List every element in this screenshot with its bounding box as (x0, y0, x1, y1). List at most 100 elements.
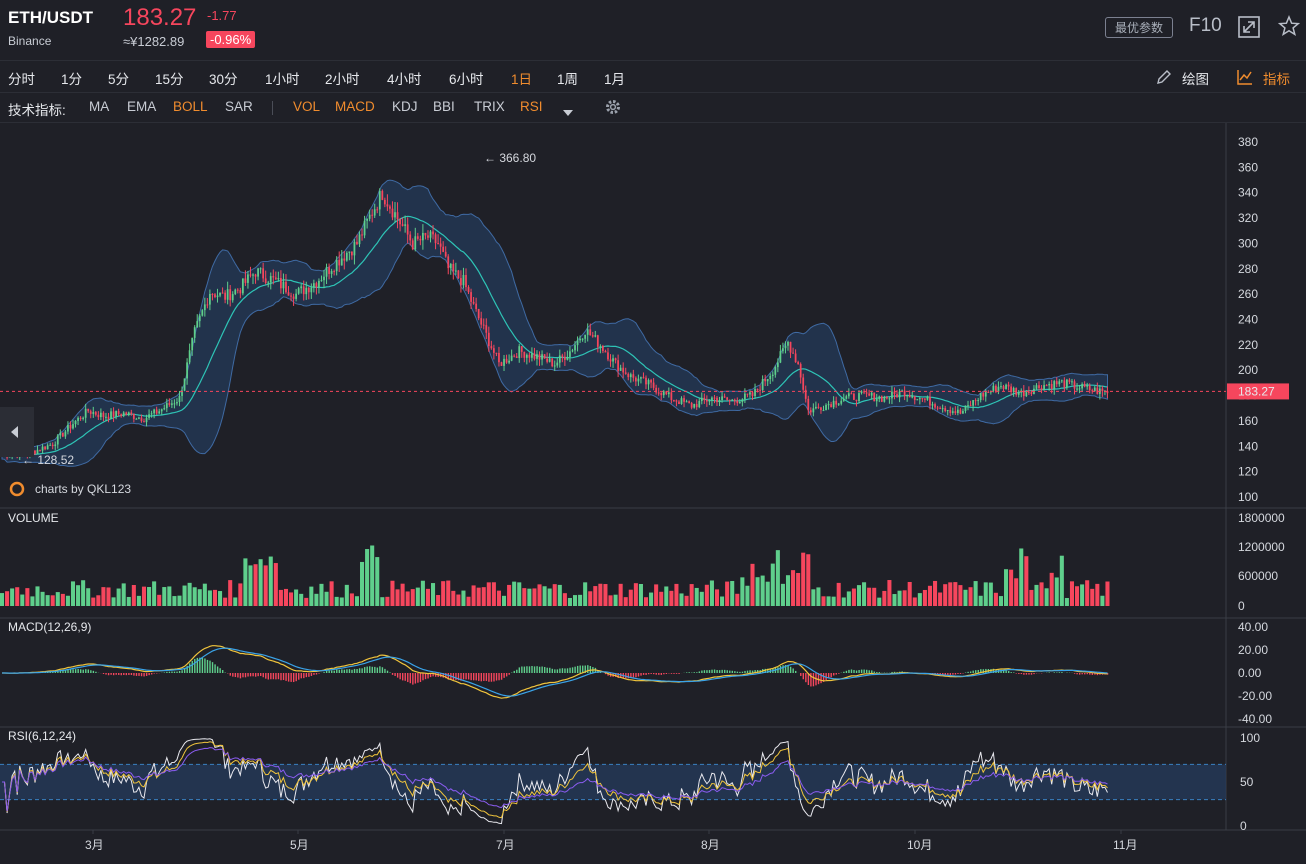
macd-histogram-bar (95, 671, 97, 673)
timeframe-tab[interactable]: 1周 (557, 72, 579, 87)
candle-body (404, 224, 407, 226)
candle-body (84, 408, 87, 418)
indicators-button[interactable]: 指标 (1263, 72, 1290, 87)
candle-body (193, 327, 196, 338)
favorite-star-icon[interactable] (1277, 15, 1301, 40)
divider (272, 101, 273, 115)
candle-body (148, 414, 150, 418)
indicator-rsi[interactable]: RSI (520, 99, 543, 114)
timeframe-tab[interactable]: 1小时 (265, 72, 300, 87)
candle-body (789, 341, 792, 353)
expand-icon[interactable] (1238, 16, 1260, 41)
indicator-sar[interactable]: SAR (225, 99, 253, 114)
volume-bar (192, 587, 197, 606)
macd-tick-label: 20.00 (1238, 643, 1268, 657)
chart-area[interactable]: 3803603403203002802602402202001801601401… (0, 123, 1306, 864)
macd-histogram-bar (201, 657, 204, 673)
volume-bar (466, 596, 471, 606)
f10-button[interactable]: F10 (1189, 15, 1222, 36)
timeframe-tab[interactable]: 1分 (61, 72, 83, 87)
macd-histogram-bar (508, 673, 510, 675)
volume-bar (1024, 556, 1029, 606)
scroll-left-button[interactable] (0, 407, 34, 457)
volume-bar (796, 572, 801, 606)
indicator-kdj[interactable]: KDJ (392, 99, 418, 114)
volume-bar (461, 590, 466, 606)
macd-histogram-bar (480, 673, 483, 682)
indicator-trix[interactable]: TRIX (474, 99, 505, 114)
macd-histogram-bar (820, 673, 822, 684)
volume-bar (436, 595, 441, 606)
candle-body (946, 410, 949, 412)
indicator-bbi[interactable]: BBI (433, 99, 455, 114)
macd-histogram-bar (1010, 672, 1012, 673)
candle-body (667, 392, 670, 395)
timeframe-tab[interactable]: 2小时 (325, 72, 360, 87)
macd-histogram-bar (54, 671, 57, 673)
candle-body (987, 391, 990, 393)
indicator-vol[interactable]: VOL (293, 99, 321, 114)
volume-tick-label: 1200000 (1238, 540, 1285, 554)
indicator-ema[interactable]: EMA (127, 99, 157, 114)
macd-histogram-bar (718, 670, 721, 673)
candle-body (236, 289, 239, 291)
candle-body (921, 398, 924, 400)
candle-body (183, 378, 186, 391)
candle-body (1096, 387, 1099, 394)
candle-body (465, 274, 467, 288)
candle-body (437, 243, 439, 245)
macd-histogram-bar (229, 673, 231, 676)
volume-bar (811, 589, 816, 606)
candle-body (817, 406, 820, 408)
volume-bar (324, 591, 329, 606)
symbol[interactable]: ETH/USDT (8, 8, 93, 27)
macd-histogram-bar (787, 664, 789, 673)
timeframe-tab[interactable]: 分时 (8, 72, 35, 87)
volume-bar (912, 597, 917, 606)
macd-histogram-bar (959, 673, 962, 674)
timeframe-tab[interactable]: 30分 (209, 72, 238, 87)
candle-body (827, 404, 830, 406)
candle-body (145, 417, 148, 423)
timeframe-tab[interactable]: 1月 (604, 72, 626, 87)
macd-histogram-bar (455, 673, 457, 680)
pencil-icon[interactable] (1156, 69, 1172, 88)
draw-button[interactable]: 绘图 (1182, 72, 1209, 87)
volume-bar (76, 585, 81, 606)
timeframe-tab[interactable]: 6小时 (449, 72, 484, 87)
macd-tick-label: -20.00 (1238, 689, 1272, 703)
indicator-macd[interactable]: MACD (335, 99, 375, 114)
volume-bar (390, 580, 395, 606)
timeframe-tab[interactable]: 4小时 (387, 72, 422, 87)
candle-body (333, 271, 336, 273)
candle-body (1000, 386, 1002, 388)
volume-bar (238, 583, 243, 606)
volume-bar (679, 593, 684, 606)
chevron-down-icon[interactable] (563, 104, 573, 119)
gear-icon[interactable] (604, 98, 622, 119)
volume-bar (289, 592, 294, 606)
candle-body (543, 354, 546, 359)
macd-histogram-bar (1081, 673, 1083, 675)
indicator-boll[interactable]: BOLL (173, 99, 208, 114)
volume-bar (167, 586, 172, 606)
macd-histogram-bar (741, 671, 744, 673)
candle-body (731, 399, 734, 401)
indicator-ma[interactable]: MA (89, 99, 110, 114)
candle-body (1022, 390, 1025, 397)
macd-histogram-bar (1053, 672, 1056, 673)
candle-body (457, 270, 460, 279)
timeframe-tab[interactable]: 15分 (155, 72, 184, 87)
timeframe-tab-active[interactable]: 1日 (511, 72, 533, 87)
macd-histogram-bar (138, 673, 140, 676)
timeframe-tab[interactable]: 5分 (108, 72, 130, 87)
macd-histogram-bar (333, 670, 335, 673)
indicator-icon[interactable] (1237, 69, 1253, 88)
best-params-button[interactable]: 最优参数 (1105, 17, 1174, 38)
volume-bar (846, 591, 851, 606)
candle-body (675, 400, 678, 402)
volume-bar (745, 585, 750, 606)
volume-bar (623, 597, 628, 606)
volume-bar (309, 586, 314, 606)
rsi-24-line (2, 747, 1108, 812)
